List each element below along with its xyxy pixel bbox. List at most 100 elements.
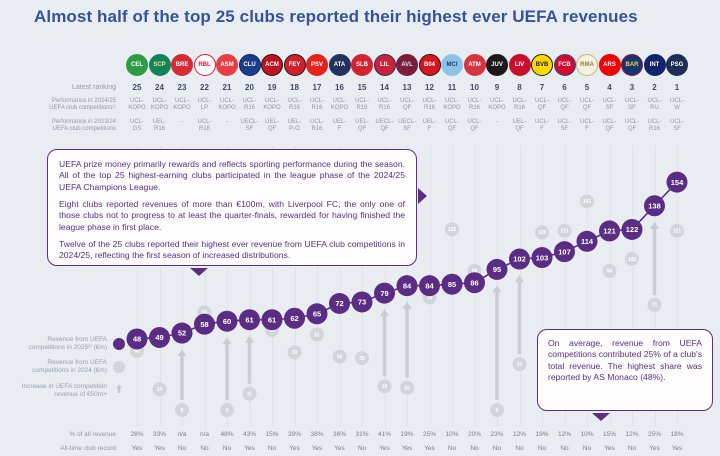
perf-2324-cell: -	[170, 119, 194, 126]
annotation-pointer-down-icon	[190, 268, 208, 276]
page-title: Almost half of the top 25 clubs reported…	[34, 7, 638, 26]
rank-value: 10	[470, 83, 479, 92]
revenue-dot-2025	[306, 303, 328, 325]
perf-line: UCL-	[242, 98, 257, 104]
revenue-dot-2025	[666, 171, 688, 193]
revenue-value-2025: 107	[558, 247, 571, 256]
revenue-value-2025: 61	[268, 315, 276, 324]
revenue-dot-2025	[216, 310, 238, 332]
perf-line: GS	[132, 126, 142, 132]
pct-revenue-cell: 19%	[400, 431, 414, 438]
perf-2425-cell: UCL- KOPO	[440, 98, 464, 112]
rank-value: 12	[425, 83, 434, 92]
revenue-dot-2025	[531, 247, 553, 269]
club-logo-monaco: ASM	[216, 54, 238, 76]
gridline	[182, 146, 183, 426]
perf-2324-cell: UCL- R16	[193, 119, 217, 133]
revenue-value-2025: 52	[178, 329, 186, 338]
perf-line: UCL-	[579, 98, 594, 104]
perf-line: R16	[356, 105, 368, 111]
latest-ranking-label: Latest ranking	[72, 84, 116, 91]
record-label: All-time club record	[60, 445, 116, 452]
revenue-value-2025: 84	[403, 281, 412, 290]
perf-line: F	[337, 126, 342, 132]
perf-line: QF	[560, 105, 569, 111]
perf-line: KOPO	[488, 105, 506, 111]
perf-line: UECL-	[375, 119, 394, 125]
perf-line: R16	[311, 126, 323, 132]
club-logo-aston-villa: AVL	[396, 54, 418, 76]
perf-line: UCL-	[129, 98, 144, 104]
club-logo-inter: INT	[643, 54, 666, 76]
revenue-value-2025: 138	[648, 201, 661, 210]
club-logo-rb-leipzig: RBL	[193, 54, 216, 76]
club-logo-bayern: FCB	[553, 54, 576, 76]
increase-arrow-head-icon	[177, 349, 187, 357]
revenue-dot-2024	[287, 345, 302, 360]
pct-revenue-cell: 15%	[265, 431, 279, 438]
record-cell: Yes	[649, 445, 660, 452]
revenue-dot-2024	[220, 403, 234, 417]
gridline	[272, 146, 273, 426]
perf-2425-cell: UCL- R16	[418, 98, 442, 112]
record-cell: Yes	[671, 445, 683, 452]
revenue-dot-2024	[332, 349, 347, 364]
record-cell: No	[200, 445, 209, 452]
rank-value: 7	[539, 83, 545, 92]
perf-line: UCL-	[647, 119, 662, 125]
rank-value: 1	[674, 83, 680, 92]
increase-arrow-head-icon	[245, 335, 254, 343]
annotation-pointer-right-icon	[418, 188, 427, 204]
revenue-dot-2024	[175, 403, 189, 417]
gridline	[317, 146, 318, 426]
perf-line: UCL-	[354, 98, 369, 104]
perf-line: UCL-	[219, 98, 234, 104]
perf-line: QF	[447, 126, 457, 132]
perf-line: R16	[648, 126, 660, 132]
pct-revenue-cell: 38%	[310, 431, 324, 438]
perf-line: UEL-	[512, 119, 527, 125]
club-logo-juventus: JUV	[486, 54, 508, 76]
revenue-value-2024: 121	[673, 229, 682, 235]
revenue-dot-2025	[351, 291, 373, 313]
perf-2324-cell: UCL- SF	[553, 119, 577, 133]
gridline	[249, 146, 251, 426]
perf-2324-label: Performance in 2023/24 UEFA club competi…	[51, 119, 116, 132]
perf-2324-cell: UCL- F	[530, 119, 554, 133]
perf-line: SF	[560, 126, 569, 132]
perf-line: R16	[468, 105, 480, 111]
revenue-dot-2024	[670, 223, 684, 238]
revenue-value-2024: 76	[427, 295, 433, 301]
purple-dot-icon	[110, 338, 128, 351]
up-arrow-icon: ⬆	[114, 384, 124, 397]
perf-line: UCL-	[467, 119, 482, 125]
legend-item-2025: Revenue from UEFA competitions in 2025²⁾…	[6, 336, 128, 352]
perf-2425-cell: UCL- KOPO	[215, 98, 239, 112]
pct-revenue-cell: 18%	[670, 431, 684, 438]
perf-line: QF	[537, 105, 547, 111]
perf-line: UCL-	[174, 98, 189, 104]
perf-2324-cell: UEL- QF	[350, 119, 374, 133]
revenue-value-2025: 60	[223, 317, 231, 326]
club-logo-ac-milan: ACM	[261, 54, 283, 76]
record-cell: Yes	[334, 445, 345, 452]
club-logo-sporting-cp: SCP	[148, 54, 171, 76]
perf-line: QF	[582, 105, 592, 111]
perf-2425-cell: UCL- KOPO	[170, 98, 194, 112]
perf-line: UCL-	[557, 119, 572, 125]
perf-2324-cell: UCL- SF	[665, 119, 689, 133]
record-cell: No	[447, 445, 457, 452]
pct-revenue-cell: 31%	[355, 431, 369, 438]
perf-2324-cell: -	[215, 119, 239, 126]
perf-line: UCL-	[512, 98, 527, 104]
perf-line: W	[674, 105, 680, 111]
revenue-dot-2025	[171, 322, 193, 344]
perf-line: QF	[470, 126, 479, 132]
revenue-value-2025: 79	[380, 289, 388, 298]
perf-line: KOPO	[173, 105, 191, 111]
record-cell: No	[627, 445, 637, 452]
perf-line: KOPO	[330, 105, 349, 111]
revenue-value-2024: 54	[269, 328, 275, 334]
club-logo-benfica: SLB	[351, 54, 373, 76]
